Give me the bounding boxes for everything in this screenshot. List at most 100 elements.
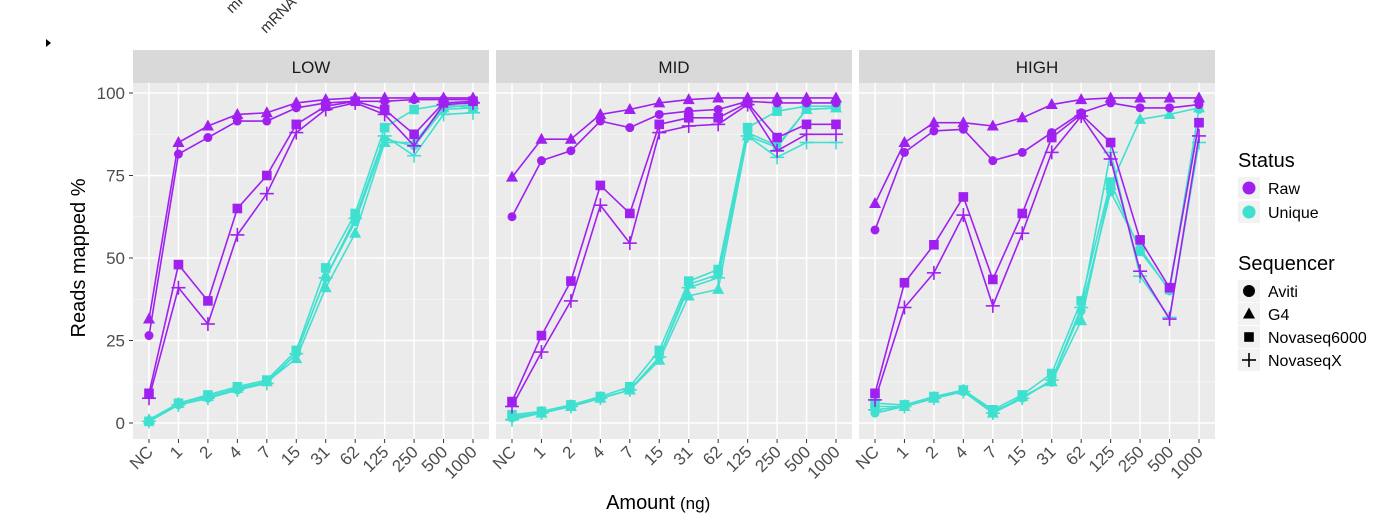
data-point	[1105, 137, 1116, 148]
series-line	[874, 115, 1200, 401]
data-point	[593, 391, 608, 406]
data-point	[1134, 91, 1147, 103]
data-point	[348, 95, 363, 110]
series-raw-g4	[506, 91, 842, 182]
data-point	[408, 91, 421, 103]
legend-swatch-unique	[1242, 205, 1256, 219]
data-point	[200, 391, 215, 406]
data-point	[1194, 117, 1204, 128]
data-point	[1046, 132, 1057, 143]
data-point	[799, 127, 814, 142]
x-tick-label: 1	[529, 442, 549, 462]
x-tick-label: 250	[388, 442, 421, 475]
data-point	[899, 277, 910, 288]
series-line	[511, 97, 836, 178]
panel-strip-label: LOW	[292, 58, 331, 77]
x-tick-label: 250	[751, 442, 784, 475]
x-tick-label: 15	[1003, 442, 1030, 469]
data-point	[713, 264, 723, 275]
panel-background	[496, 83, 852, 439]
series-raw-novaseqx	[868, 109, 1206, 407]
data-point	[1135, 235, 1145, 245]
x-tick-label: 15	[277, 442, 304, 469]
data-point	[682, 289, 695, 301]
data-point	[534, 345, 549, 360]
legend-label-aviti: Aviti	[1268, 284, 1298, 301]
data-point	[897, 300, 912, 315]
data-point	[289, 346, 304, 361]
data-point	[230, 227, 245, 242]
data-point	[377, 107, 392, 122]
panel-strip	[133, 50, 489, 83]
data-point	[566, 146, 576, 156]
data-point	[203, 296, 213, 306]
data-point	[926, 391, 941, 406]
data-point	[898, 136, 911, 147]
legend-sequencer-title: Sequencer	[1238, 253, 1335, 275]
data-point	[290, 96, 303, 108]
legend-label-unique: Unique	[1268, 205, 1319, 222]
data-point	[801, 119, 812, 130]
legend-label-novaseq6000: Novaseq6000	[1268, 330, 1367, 347]
data-point	[652, 125, 667, 140]
x-tick-label: 7	[618, 442, 638, 462]
data-point	[1074, 300, 1089, 315]
data-point	[1163, 107, 1176, 119]
series-unique-novaseqx	[142, 105, 480, 429]
legend-label-novaseqx: NovaseqX	[1268, 353, 1342, 370]
data-point	[203, 133, 213, 143]
data-point	[1164, 282, 1175, 293]
data-point	[1103, 152, 1118, 166]
data-point	[319, 93, 332, 105]
data-point	[231, 107, 244, 119]
data-point	[173, 259, 184, 270]
y-axis: 0 25 50 75 100	[97, 84, 133, 433]
data-point	[625, 208, 635, 219]
data-point	[436, 97, 451, 112]
data-point	[172, 136, 185, 147]
data-point	[142, 414, 156, 429]
data-point	[171, 280, 186, 295]
data-point	[291, 119, 302, 130]
data-point	[740, 97, 755, 112]
data-point	[897, 399, 912, 414]
data-point	[1017, 208, 1028, 219]
data-point	[536, 330, 547, 341]
y-axis-title: Reads mapped %	[68, 178, 90, 337]
series-line	[511, 103, 836, 407]
data-point	[713, 105, 723, 114]
data-point	[1016, 111, 1029, 123]
legend-label-raw: Raw	[1268, 181, 1300, 198]
data-point	[200, 317, 215, 331]
x-tick-label: 1000	[1167, 442, 1207, 482]
x-tick-label: 1	[892, 442, 912, 462]
data-point	[507, 212, 517, 222]
data-point	[1075, 314, 1088, 326]
data-point	[259, 376, 274, 391]
data-point	[711, 117, 726, 132]
data-point	[289, 125, 304, 140]
data-point	[927, 116, 940, 128]
x-tick-label: 125	[1085, 442, 1118, 475]
x-tick-label: 31	[307, 442, 334, 469]
data-point	[653, 96, 666, 108]
legend-shape-novaseq6000	[1244, 332, 1254, 342]
data-point	[654, 119, 665, 130]
data-point	[1017, 147, 1027, 157]
data-point	[144, 331, 154, 341]
series-line	[874, 102, 1200, 231]
legend-swatch-raw	[1242, 181, 1256, 195]
data-point	[171, 397, 186, 412]
x-tick-label: 62	[699, 442, 726, 469]
x-tick-label: 62	[1062, 442, 1089, 469]
series-line	[874, 142, 1200, 414]
y-tick-label: 25	[106, 332, 125, 351]
x-tick-label: NC	[852, 442, 883, 473]
x-axis-unit: (ng)	[680, 494, 710, 513]
data-point	[622, 383, 637, 397]
data-point	[1134, 112, 1147, 124]
data-point	[771, 91, 784, 103]
data-point	[377, 128, 392, 143]
